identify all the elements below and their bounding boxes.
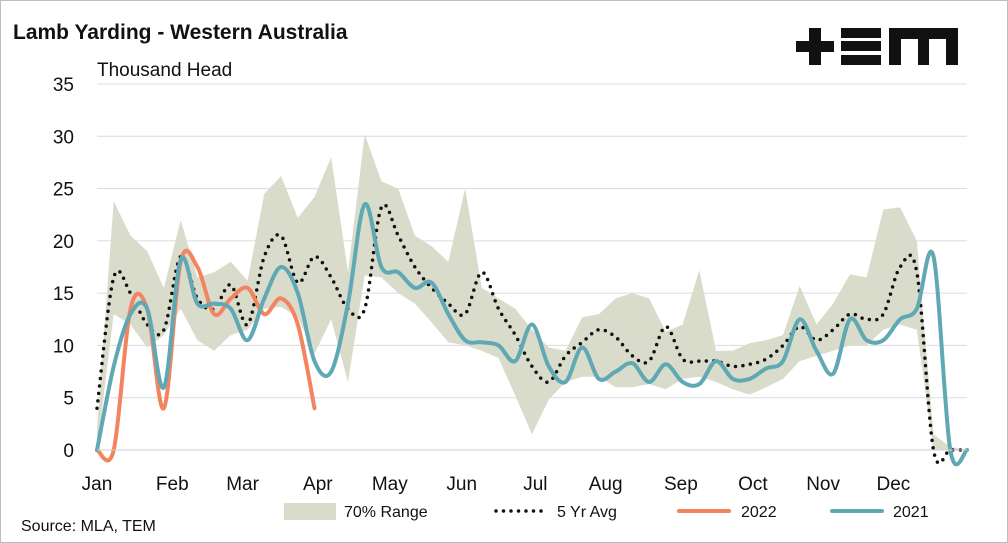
- range-band-layer: [97, 134, 967, 450]
- x-tick-label-apr: Apr: [303, 474, 333, 495]
- x-tick-label-jul: Jul: [523, 474, 547, 495]
- legend-range-label: 70% Range: [344, 504, 428, 521]
- x-tick-label-jun: Jun: [446, 474, 477, 495]
- range-band-70: [97, 134, 967, 450]
- series-line-5-yr-avg: [95, 202, 969, 465]
- legend: 70% Range 5 Yr Avg 2022 2021: [284, 503, 929, 521]
- series-line-2022: [95, 248, 317, 463]
- x-tick-label-mar: Mar: [226, 474, 259, 495]
- x-tick-labels: Jan Feb Mar Apr May Jun Jul Aug Sep Oct Nov Dec: [82, 474, 911, 495]
- y-tick-label: 0: [63, 441, 74, 462]
- x-tick-label-nov: Nov: [806, 474, 840, 495]
- y-tick-label: 20: [53, 232, 74, 253]
- x-tick-label-dec: Dec: [876, 474, 910, 495]
- x-tick-label-aug: Aug: [589, 474, 623, 495]
- legend-2021-label: 2021: [893, 504, 929, 521]
- x-tick-label-sep: Sep: [664, 474, 698, 495]
- legend-range: 70% Range: [284, 503, 428, 521]
- source-note: Source: MLA, TEM: [21, 518, 156, 535]
- y-tick-label: 5: [63, 389, 74, 410]
- x-tick-label-oct: Oct: [738, 474, 768, 495]
- legend-2022-label: 2022: [741, 504, 777, 521]
- y-tick-label: 30: [53, 127, 74, 148]
- y-tick-label: 10: [53, 336, 74, 357]
- series-line-2021: [95, 202, 969, 467]
- legend-range-swatch: [284, 503, 336, 520]
- y-tick-label: 15: [53, 284, 74, 305]
- legend-avg-label: 5 Yr Avg: [557, 504, 617, 521]
- y-axis-label: Thousand Head: [97, 60, 232, 81]
- x-tick-label-may: May: [372, 474, 408, 495]
- series-lines-layer: [95, 202, 969, 467]
- y-tick-labels: 0 5 10 15 20 25 30 35: [53, 75, 74, 462]
- brand-logo: [796, 28, 958, 65]
- chart-title: Lamb Yarding - Western Australia: [13, 21, 348, 44]
- x-tick-label-feb: Feb: [156, 474, 189, 495]
- legend-2021: 2021: [830, 504, 929, 521]
- legend-avg: 5 Yr Avg: [494, 504, 617, 521]
- y-tick-label: 35: [53, 75, 74, 96]
- y-tick-label: 25: [53, 180, 74, 201]
- x-tick-label-jan: Jan: [82, 474, 113, 495]
- legend-2022: 2022: [677, 504, 777, 521]
